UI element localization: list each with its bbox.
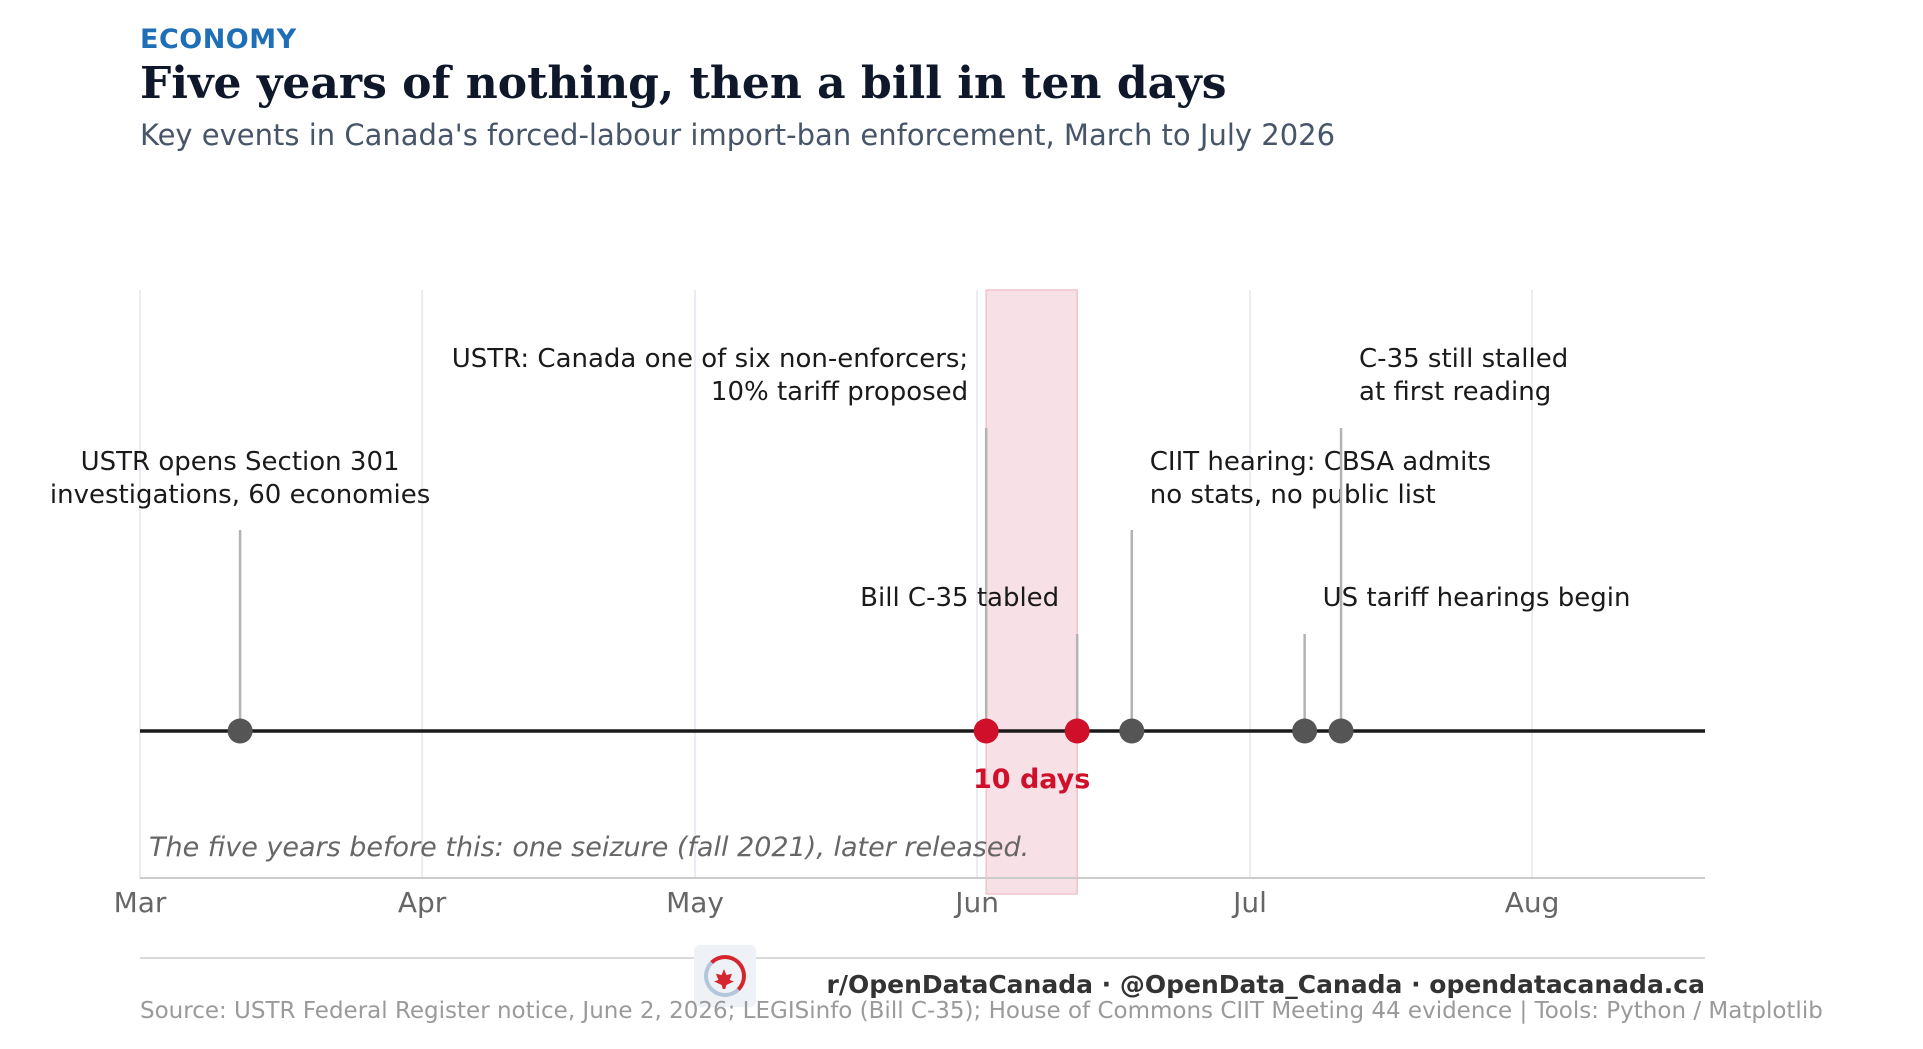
- event-marker-3: [1064, 718, 1090, 744]
- section-kicker: ECONOMY: [140, 24, 297, 55]
- highlight-span: [985, 289, 1078, 895]
- event-label-line: C-35 still stalled: [1359, 344, 1568, 374]
- chart-title: Five years of nothing, then a bill in te…: [140, 58, 1227, 109]
- event-label-line: US tariff hearings begin: [1323, 583, 1631, 613]
- event-label-6: C-35 still stalled at first reading: [1359, 344, 1568, 407]
- event-label-line: Bill C-35 tabled: [860, 583, 1059, 613]
- x-tick-label-mar: Mar: [114, 886, 167, 919]
- event-marker-5: [1292, 718, 1318, 744]
- event-marker-6: [1328, 718, 1354, 744]
- footer-handles: r/OpenDataCanada · @OpenData_Canada · op…: [826, 970, 1705, 999]
- event-label-1: USTR opens Section 301 investigations, 60…: [50, 447, 430, 510]
- event-label-line: no stats, no public list: [1150, 480, 1436, 510]
- footer-divider: [140, 957, 1705, 959]
- event-label-line: at first reading: [1359, 377, 1551, 407]
- event-label-line: CIIT hearing: CBSA admits: [1150, 447, 1491, 477]
- event-label-4: CIIT hearing: CBSA admits no stats, no pu…: [1150, 447, 1491, 510]
- x-tick-label-apr: Apr: [398, 886, 447, 919]
- event-label-line: investigations, 60 economies: [50, 480, 430, 510]
- brand-logo-icon: [694, 945, 756, 1007]
- event-label-line: USTR: Canada one of six non-enforcers;: [452, 344, 968, 374]
- event-label-line: USTR opens Section 301: [81, 447, 400, 477]
- event-marker-4: [1119, 718, 1145, 744]
- x-tick-label-jul: Jul: [1231, 886, 1267, 919]
- event-marker-1: [227, 718, 253, 744]
- chart-subtitle: Key events in Canada's forced-labour imp…: [140, 118, 1336, 152]
- event-label-3: Bill C-35 tabled: [860, 583, 1059, 613]
- x-tick-label-may: May: [666, 886, 724, 919]
- footer-source: Source: USTR Federal Register notice, Ju…: [140, 998, 1823, 1024]
- event-label-line: 10% tariff proposed: [711, 377, 968, 407]
- x-tick-label-aug: Aug: [1505, 886, 1560, 919]
- highlight-span-label: 10 days: [973, 764, 1090, 795]
- event-label-5: US tariff hearings begin: [1323, 583, 1631, 613]
- chart-note: The five years before this: one seizure …: [149, 832, 1029, 863]
- event-label-2: USTR: Canada one of six non-enforcers; 10…: [452, 344, 968, 407]
- event-marker-2: [973, 718, 999, 744]
